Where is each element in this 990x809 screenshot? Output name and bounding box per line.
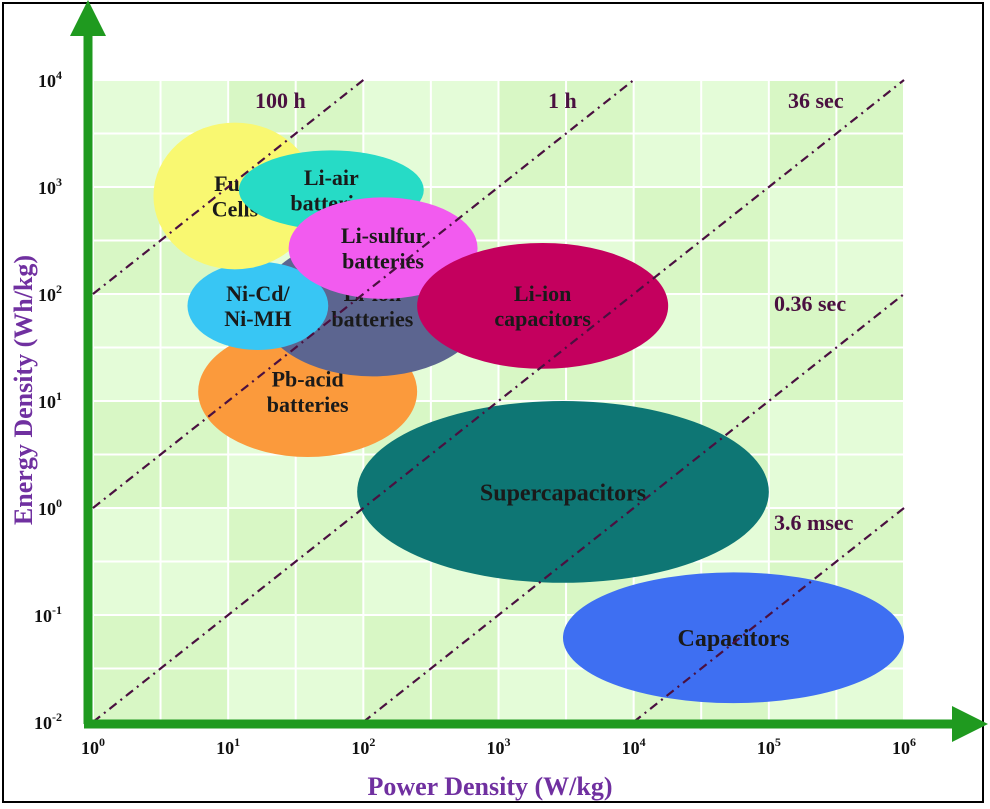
time-line-label-36-sec: 36 sec <box>788 88 844 113</box>
region-label-capacitors: Capacitors <box>678 626 790 652</box>
region-label-li-sulfur-batteries: batteries <box>342 248 424 273</box>
y-tick-label: 104 <box>38 68 62 91</box>
technology-regions: Pb-acidbatteriesLi-ionbatteriesNi-Cd/Ni-… <box>153 122 904 704</box>
region-ellipse-capacitors <box>562 572 904 704</box>
time-line-label-100-h: 100 h <box>255 88 306 113</box>
y-tick-label: 100 <box>38 496 62 519</box>
x-tick-label: 105 <box>757 735 781 758</box>
x-axis-label: Power Density (W/kg) <box>367 772 612 801</box>
x-tick-label: 106 <box>892 735 916 758</box>
region-label-li-ion-capacitors: Li-ion <box>514 281 571 306</box>
time-line-36-sec <box>92 79 905 723</box>
time-line-label-3-6-msec: 3.6 msec <box>774 510 854 535</box>
region-ellipse-supercapacitors <box>357 401 769 583</box>
y-axis-label: Energy Density (Wh/kg) <box>9 255 38 525</box>
region-ni-cd-ni-mh: Ni-Cd/Ni-MH <box>187 261 329 350</box>
y-tick-label: 10-1 <box>34 603 62 626</box>
region-label-ni-cd-ni-mh: Ni-MH <box>224 306 291 331</box>
time-line-1-h <box>92 79 635 509</box>
axis-labels: Power Density (W/kg) Energy Density (Wh/… <box>9 255 613 801</box>
region-label-li-sulfur-batteries: Li-sulfur <box>341 223 426 248</box>
x-tick-label: 100 <box>81 735 105 758</box>
region-supercapacitors: Supercapacitors <box>357 401 769 583</box>
region-ellipse-ni-cd-ni-mh <box>187 261 329 350</box>
time-line-100-h <box>92 79 365 295</box>
y-tick-label: 10-2 <box>34 710 62 733</box>
y-tick-label: 103 <box>38 175 62 198</box>
y-tick-label: 102 <box>38 282 62 305</box>
region-label-li-air-batteries: Li-air <box>304 165 359 190</box>
x-tick-label: 102 <box>351 735 375 758</box>
region-ellipse-li-ion-capacitors <box>417 242 669 369</box>
region-ellipse-li-sulfur-batteries <box>288 197 478 299</box>
region-capacitors: Capacitors <box>562 572 904 704</box>
time-line-label-1-h: 1 h <box>548 88 577 113</box>
x-tick-label: 104 <box>622 735 646 758</box>
time-line-3-6-msec <box>632 507 905 723</box>
region-label-ni-cd-ni-mh: Ni-Cd/ <box>226 281 290 306</box>
region-label-li-ion-capacitors: capacitors <box>494 306 591 331</box>
x-tick-label: 103 <box>487 735 511 758</box>
time-line-label-0-36-sec: 0.36 sec <box>774 291 846 316</box>
tick-labels: 100 101 102 103 104 105 106 10-2 10-1 100 101 102 10… <box>34 68 916 758</box>
y-tick-label: 101 <box>38 389 62 412</box>
region-label-pb-acid-batteries: batteries <box>267 392 349 417</box>
time-line-0-36-sec <box>362 293 905 723</box>
axes <box>70 0 988 742</box>
x-tick-label: 101 <box>216 735 240 758</box>
time-constant-lines: 100 h 1 h 36 sec 0.36 sec 3.6 msec <box>92 79 905 723</box>
region-label-li-ion-batteries: batteries <box>331 306 413 331</box>
region-label-supercapacitors: Supercapacitors <box>480 480 646 506</box>
